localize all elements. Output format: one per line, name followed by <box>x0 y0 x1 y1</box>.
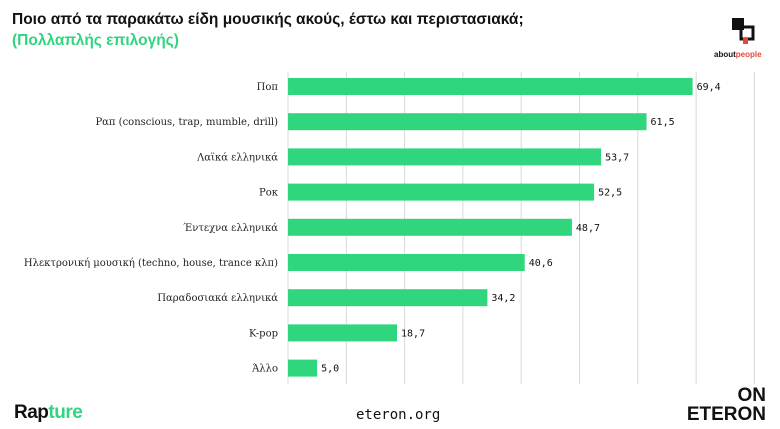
category-label: Ηλεκτρονική μουσική (techno, house, tran… <box>24 258 278 269</box>
category-label: K-pop <box>249 328 278 339</box>
bar <box>288 113 647 131</box>
aboutpeople-logo: aboutpeople <box>714 14 774 64</box>
category-label: Παραδοσιακά ελληνικά <box>157 293 278 304</box>
chart-title: Ποιο από τα παρακάτω είδη μουσικής ακούς… <box>12 11 524 28</box>
value-label: 69,4 <box>697 82 721 93</box>
bar <box>288 254 525 271</box>
bar-chart: Ποπ 69,4 Ραπ (conscious, trap, mumble, dri… <box>24 72 755 384</box>
category-label: Άλλο <box>251 364 278 375</box>
value-label: 34,2 <box>491 293 515 304</box>
bar <box>288 183 595 201</box>
on-eteron-logo: ON ETERON <box>686 385 766 425</box>
category-label: Λαϊκά ελληνικά <box>196 152 278 163</box>
value-label: 18,7 <box>401 328 425 339</box>
category-label: Ποπ <box>257 82 279 93</box>
footer-site-url: eteron.org <box>356 407 441 423</box>
bar <box>288 324 398 342</box>
rapture-logo: Rapture <box>14 402 83 423</box>
bar <box>288 148 602 166</box>
category-label: Έντεχνα ελληνικά <box>183 223 278 234</box>
aboutpeople-logo-icon <box>732 18 755 44</box>
category-label: Ραπ (conscious, trap, mumble, drill) <box>95 117 278 128</box>
bar <box>288 359 318 377</box>
value-label: 40,6 <box>529 258 553 269</box>
bar <box>288 289 488 307</box>
category-label: Ροκ <box>259 188 279 199</box>
value-label: 61,5 <box>651 117 675 128</box>
value-label: 48,7 <box>576 223 600 234</box>
aboutpeople-logo-text: aboutpeople <box>714 50 762 59</box>
value-label: 53,7 <box>605 152 629 163</box>
bar <box>288 78 693 95</box>
bar <box>288 218 572 236</box>
value-label: 52,5 <box>598 188 622 199</box>
chart-subtitle: (Πολλαπλής επιλογής) <box>12 32 179 49</box>
value-label: 5,0 <box>321 364 339 375</box>
